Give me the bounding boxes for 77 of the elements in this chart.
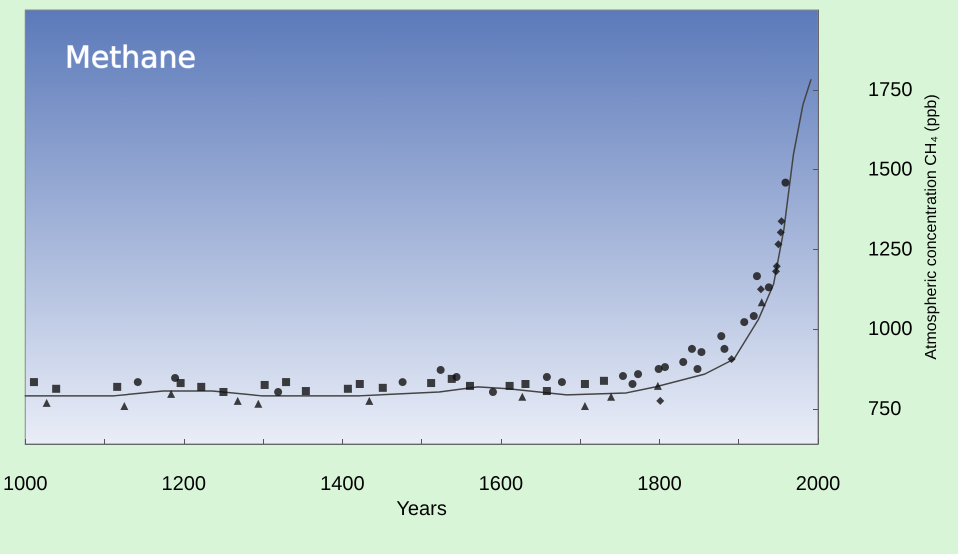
point xyxy=(506,382,514,390)
point xyxy=(30,378,38,386)
point xyxy=(778,217,786,226)
point xyxy=(134,378,142,386)
point xyxy=(398,378,407,386)
point xyxy=(365,396,374,405)
point xyxy=(634,370,642,378)
x-tick-label: 1400 xyxy=(320,473,365,495)
point xyxy=(580,402,589,410)
point xyxy=(756,285,765,294)
point xyxy=(774,240,782,248)
point xyxy=(120,402,128,410)
y-tick-label: 1000 xyxy=(868,318,912,340)
point xyxy=(694,365,702,374)
point xyxy=(52,384,60,393)
y-tick-label: 1250 xyxy=(868,238,912,260)
point xyxy=(750,312,758,320)
point xyxy=(356,380,364,388)
point xyxy=(42,398,51,407)
point xyxy=(176,379,185,388)
point xyxy=(782,178,790,187)
text: Methane xyxy=(65,40,196,76)
point xyxy=(697,348,706,356)
point xyxy=(656,396,664,405)
point xyxy=(679,358,688,366)
point xyxy=(542,372,551,381)
point xyxy=(427,379,436,388)
point xyxy=(302,387,310,396)
point xyxy=(740,318,748,326)
point xyxy=(628,380,636,388)
point xyxy=(234,396,242,405)
y-tick-label: 750 xyxy=(868,398,902,420)
point xyxy=(452,372,461,381)
point xyxy=(344,384,352,393)
point xyxy=(488,388,497,396)
x-axis-title: Years xyxy=(396,498,447,520)
point xyxy=(772,262,781,270)
point xyxy=(197,382,206,391)
point xyxy=(518,392,526,401)
point xyxy=(113,382,122,391)
point xyxy=(378,384,387,392)
point xyxy=(618,372,627,380)
y-tick-label: 1750 xyxy=(868,78,912,101)
point xyxy=(542,387,551,396)
point xyxy=(654,365,663,374)
point xyxy=(764,283,773,292)
point xyxy=(688,344,696,353)
point xyxy=(167,390,176,398)
point xyxy=(752,272,761,280)
point xyxy=(776,228,785,236)
point xyxy=(282,378,290,386)
line-series xyxy=(24,79,812,397)
point xyxy=(580,380,589,388)
x-tick-label: 2000 xyxy=(796,473,840,495)
y-axis-title: Atmospheric concentration CH₄ (ppb) xyxy=(922,94,940,360)
point xyxy=(661,363,669,372)
point xyxy=(758,298,766,306)
point xyxy=(254,400,262,408)
point xyxy=(728,355,736,364)
x-tick-label: 1000 xyxy=(2,473,48,495)
point xyxy=(274,388,282,396)
point xyxy=(436,366,445,374)
x-tick-label: 1200 xyxy=(162,473,206,495)
point xyxy=(260,380,269,389)
point xyxy=(171,374,180,382)
point xyxy=(558,378,566,386)
point xyxy=(466,382,474,390)
x-tick-label: 1800 xyxy=(637,473,682,495)
x-tick-label: 1600 xyxy=(478,473,524,495)
point xyxy=(720,344,728,353)
point xyxy=(607,392,616,401)
point xyxy=(600,376,608,385)
point xyxy=(717,332,726,340)
y-tick-label: 1500 xyxy=(868,158,912,181)
point xyxy=(654,382,662,390)
point xyxy=(521,380,530,388)
point xyxy=(219,388,228,396)
